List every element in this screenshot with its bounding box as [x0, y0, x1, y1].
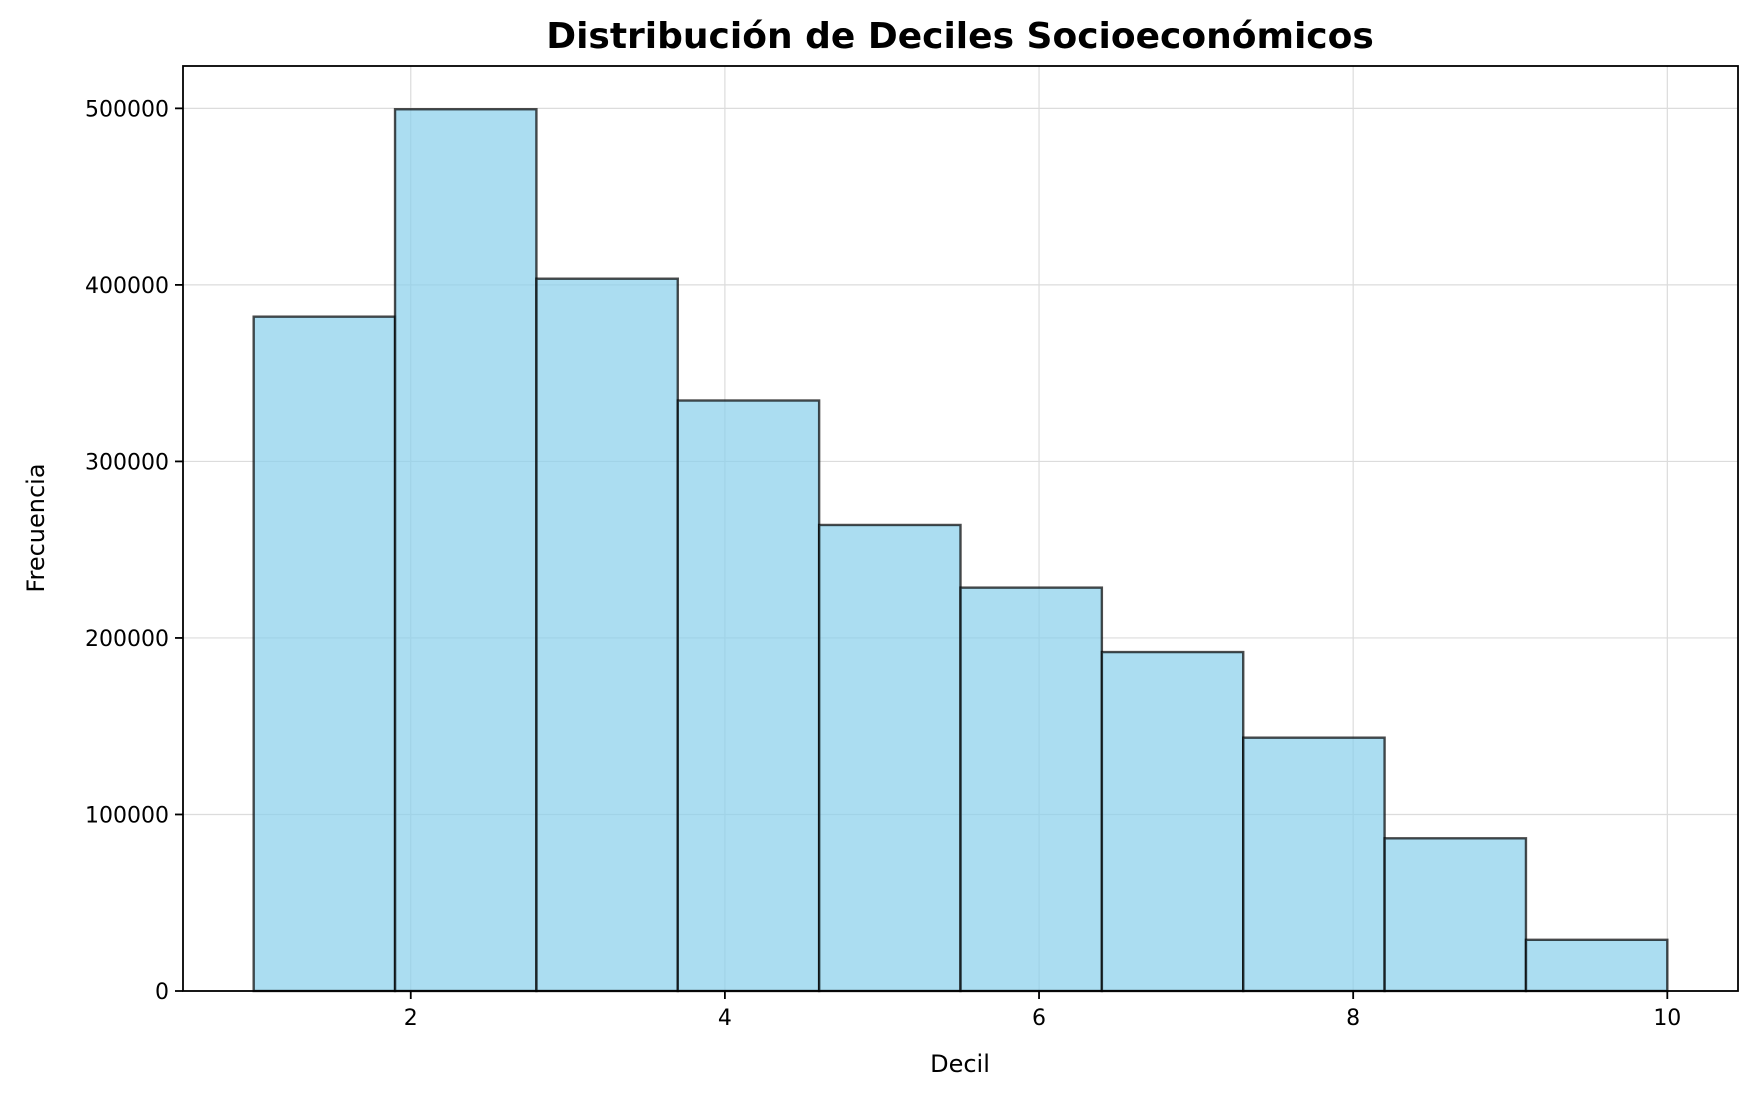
- chart-title: Distribución de Deciles Socioeconómicos: [546, 16, 1374, 57]
- histogram-bar: [1100, 650, 1245, 993]
- histogram-bar: [1383, 837, 1528, 993]
- histogram-bar: [535, 277, 679, 993]
- y-tick-label: 400000: [85, 274, 169, 299]
- histogram-bar: [393, 108, 538, 993]
- x-tick-label: 10: [1653, 1006, 1681, 1031]
- x-tick-label: 4: [718, 1006, 732, 1031]
- histogram-bar: [252, 315, 397, 993]
- x-tick-label: 2: [404, 1006, 418, 1031]
- histogram-bar: [1524, 938, 1669, 993]
- y-tick-label: 300000: [85, 450, 169, 475]
- y-tick-label: 100000: [85, 803, 169, 828]
- bars-layer: [252, 108, 1669, 993]
- y-tick-label: 200000: [85, 627, 169, 652]
- x-tick-label: 8: [1346, 1006, 1360, 1031]
- plot-frame: [182, 65, 1739, 992]
- ticks-layer: 2 4 6 8 10 0 100000 200000 300000 400000 500000: [85, 97, 1681, 1031]
- y-axis-label: Frecuencia: [22, 463, 50, 592]
- y-tick-label: 0: [155, 980, 169, 1005]
- histogram-bar: [1242, 736, 1386, 993]
- y-tick-label: 500000: [85, 97, 169, 122]
- histogram-bar: [676, 399, 821, 993]
- x-tick-label: 6: [1032, 1006, 1046, 1031]
- x-axis-label: Decil: [930, 1050, 990, 1078]
- histogram-bar: [817, 523, 962, 993]
- histogram-bar: [959, 586, 1104, 993]
